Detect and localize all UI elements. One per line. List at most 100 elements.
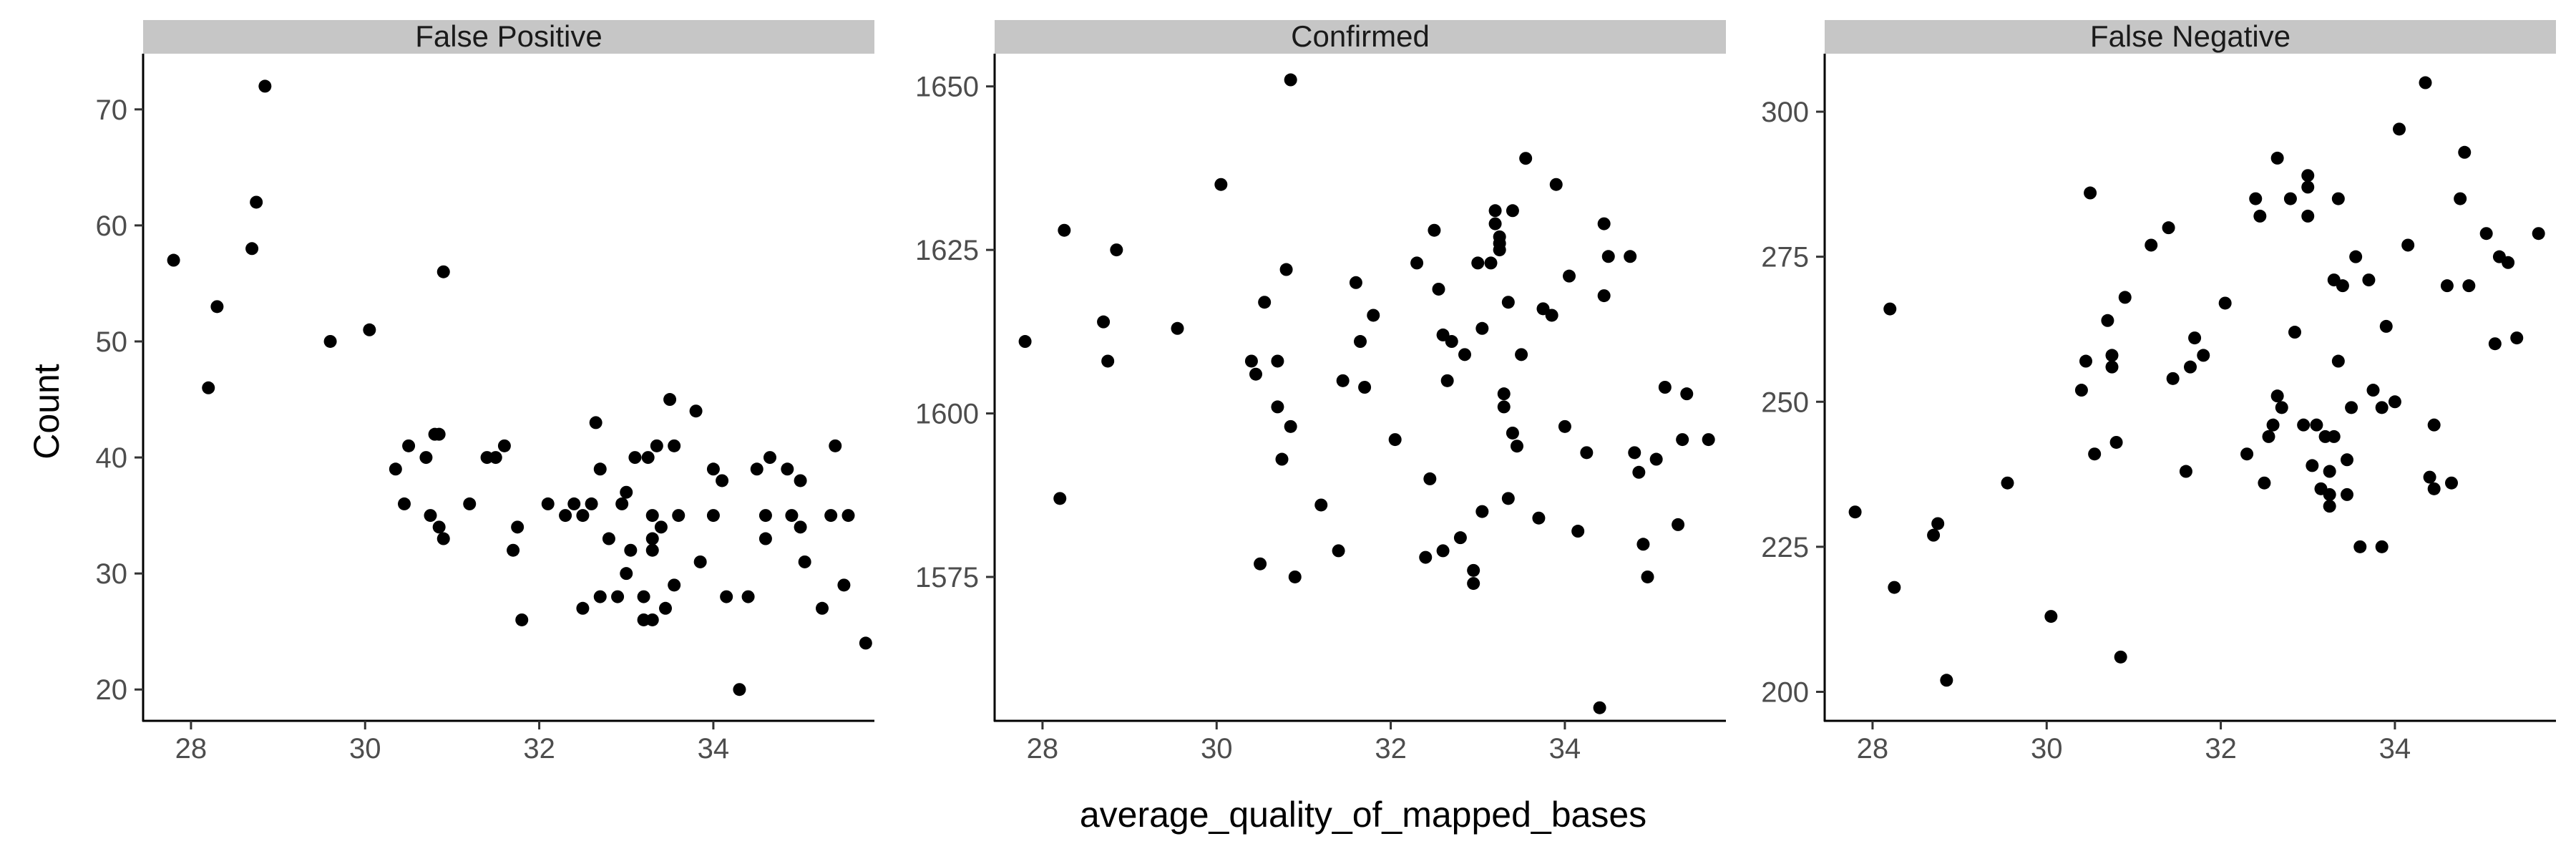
data-point-false-positive — [463, 497, 477, 510]
data-point-false-positive — [497, 439, 511, 452]
y-tick-label-confirmed: 1650 — [915, 72, 979, 103]
data-point-false-positive — [620, 567, 633, 581]
data-point-false-positive — [706, 509, 720, 523]
data-point-confirmed — [1097, 315, 1111, 329]
data-point-false-positive — [668, 578, 681, 592]
data-point-confirmed — [1702, 433, 1715, 447]
panel-confirmed: Confirmed 28 30 32 34 1575 1600 1625 1650 — [915, 19, 1726, 765]
y-tick-label-false-negative: 200 — [1761, 676, 1809, 708]
data-point-false-negative — [2145, 238, 2158, 252]
y-tick-label-false-negative: 225 — [1761, 532, 1809, 563]
data-point-false-negative — [2088, 447, 2102, 461]
data-point-false-negative — [2323, 465, 2336, 478]
data-point-false-positive — [402, 439, 416, 452]
data-point-false-positive — [650, 439, 663, 452]
data-point-false-positive — [829, 439, 842, 452]
data-point-false-negative — [2331, 192, 2345, 205]
axes-false-negative: 28 30 32 34 200 225 250 275 300 — [1761, 54, 2556, 765]
data-point-false-positive — [785, 509, 799, 523]
data-point-confirmed — [1649, 452, 1663, 466]
data-point-false-positive — [637, 590, 650, 603]
data-point-false-negative — [2349, 250, 2363, 263]
data-point-false-negative — [2079, 354, 2092, 368]
data-point-false-positive — [419, 451, 433, 465]
data-point-false-positive — [624, 543, 638, 557]
data-point-confirmed — [1545, 309, 1558, 322]
data-point-false-positive — [841, 509, 855, 523]
data-point-false-positive — [515, 613, 529, 626]
data-point-confirmed — [1453, 531, 1467, 545]
data-point-false-positive — [436, 532, 450, 545]
data-point-confirmed — [1467, 563, 1480, 577]
data-point-false-negative — [2288, 326, 2301, 339]
data-point-false-negative — [2440, 279, 2454, 293]
data-point-false-positive — [258, 79, 272, 93]
data-point-false-negative — [1931, 517, 1945, 530]
data-point-false-negative — [2353, 540, 2367, 553]
data-point-false-negative — [2218, 296, 2232, 310]
data-point-false-positive — [781, 462, 794, 476]
data-point-confirmed — [1532, 511, 1546, 525]
data-point-confirmed — [1506, 426, 1519, 440]
data-point-confirmed — [1558, 419, 1571, 433]
data-point-false-negative — [2258, 476, 2271, 490]
data-point-false-negative — [2423, 470, 2436, 484]
data-point-confirmed — [1676, 433, 1689, 447]
points-false-positive — [167, 79, 872, 697]
y-tick-label-confirmed: 1625 — [915, 235, 979, 266]
axes-confirmed: 28 30 32 34 1575 1600 1625 1650 — [915, 54, 1726, 765]
data-point-false-negative — [2379, 319, 2393, 333]
data-point-false-negative — [2479, 227, 2493, 241]
strip-title-false-positive: False Positive — [415, 19, 602, 53]
data-point-false-positive — [716, 474, 729, 487]
data-point-confirmed — [1593, 701, 1606, 714]
data-point-false-positive — [668, 439, 681, 452]
data-point-confirmed — [1624, 250, 1637, 263]
data-point-false-positive — [706, 462, 720, 476]
data-point-false-positive — [672, 509, 686, 523]
data-point-confirmed — [1244, 354, 1258, 368]
data-point-confirmed — [1506, 204, 1519, 218]
y-tick-label-false-positive: 50 — [96, 326, 128, 358]
y-tick-label-false-positive: 60 — [96, 210, 128, 242]
data-point-confirmed — [1110, 243, 1123, 257]
data-point-false-positive — [567, 497, 581, 510]
data-point-false-negative — [2510, 331, 2524, 345]
data-point-false-negative — [2179, 465, 2192, 478]
data-point-false-positive — [363, 323, 376, 336]
data-point-false-positive — [424, 509, 437, 523]
data-point-false-negative — [2341, 453, 2353, 467]
data-point-false-positive — [654, 520, 668, 534]
x-tick-label-confirmed: 30 — [1201, 733, 1233, 765]
data-point-confirmed — [1279, 263, 1293, 276]
data-point-confirmed — [1271, 354, 1284, 368]
data-point-false-positive — [576, 509, 590, 523]
x-tick-label-false-negative: 34 — [2379, 733, 2411, 765]
data-point-confirmed — [1497, 400, 1511, 414]
panel-false-positive: False Positive 28 30 32 34 20 30 40 50 60 70 — [96, 19, 874, 765]
data-point-confirmed — [1488, 217, 1502, 230]
data-point-false-negative — [2283, 192, 2297, 205]
data-point-false-negative — [2502, 256, 2515, 269]
data-point-confirmed — [1488, 204, 1502, 218]
data-point-false-positive — [663, 393, 677, 407]
data-point-confirmed — [1445, 335, 1458, 349]
data-point-false-negative — [2301, 169, 2315, 183]
data-point-confirmed — [1428, 223, 1441, 237]
data-point-false-positive — [750, 462, 763, 476]
data-point-confirmed — [1288, 570, 1302, 583]
data-point-false-negative — [2401, 238, 2415, 252]
y-tick-label-false-positive: 30 — [96, 558, 128, 590]
data-point-confirmed — [1549, 178, 1563, 191]
data-point-false-positive — [432, 427, 446, 441]
strip-false-negative — [1825, 20, 2556, 54]
x-tick-label-false-negative: 28 — [1857, 733, 1889, 765]
data-point-false-negative — [2323, 500, 2336, 513]
x-tick-label-confirmed: 28 — [1027, 733, 1059, 765]
data-point-false-positive — [250, 195, 263, 209]
data-point-false-negative — [2262, 430, 2275, 443]
data-point-confirmed — [1249, 367, 1262, 381]
data-point-false-positive — [576, 601, 590, 615]
data-point-false-negative — [2301, 180, 2315, 194]
